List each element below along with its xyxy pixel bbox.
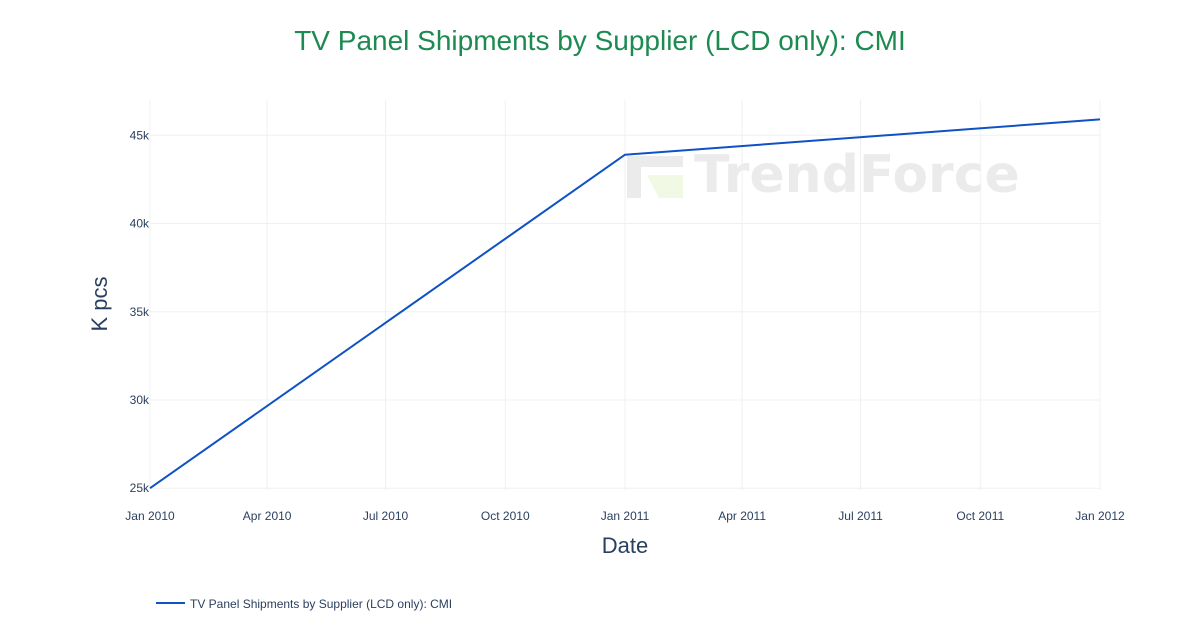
x-tick-label: Oct 2010 (481, 509, 530, 523)
x-tick-labels: Jan 2010 Apr 2010 Jul 2010 Oct 2010 Jan 2011… (125, 509, 1125, 523)
series-layer (149, 118, 1101, 490)
x-tick-label: Jan 2012 (1075, 509, 1125, 523)
trendforce-logo-icon (627, 156, 683, 198)
y-tick-label: 45k (130, 128, 150, 142)
x-tick-label: Jan 2011 (601, 509, 650, 523)
legend-label: TV Panel Shipments by Supplier (LCD only… (190, 597, 452, 611)
x-grid (149, 100, 1101, 490)
x-tick-label: Apr 2010 (243, 509, 292, 523)
legend[interactable]: TV Panel Shipments by Supplier (LCD only… (156, 597, 452, 611)
y-grid (150, 134, 1100, 489)
y-tick-label: 35k (130, 305, 150, 319)
y-tick-label: 30k (130, 393, 150, 407)
y-tick-label: 25k (130, 481, 150, 495)
x-tick-label: Jul 2011 (838, 509, 883, 523)
x-tick-label: Apr 2011 (718, 509, 766, 523)
x-tick-label: Jul 2010 (363, 509, 409, 523)
y-tick-labels: 25k 30k 35k 40k 45k (130, 128, 150, 495)
series-line[interactable] (149, 118, 1101, 490)
watermark-text: TrendForce (694, 145, 1020, 205)
y-tick-label: 40k (130, 217, 150, 231)
x-axis-title: Date (602, 533, 648, 558)
trendforce-watermark: TrendForce (627, 145, 1020, 205)
x-tick-label: Oct 2011 (956, 509, 1004, 523)
chart-title: TV Panel Shipments by Supplier (LCD only… (294, 25, 906, 56)
y-axis-title: K pcs (87, 276, 112, 331)
x-tick-label: Jan 2010 (125, 509, 175, 523)
